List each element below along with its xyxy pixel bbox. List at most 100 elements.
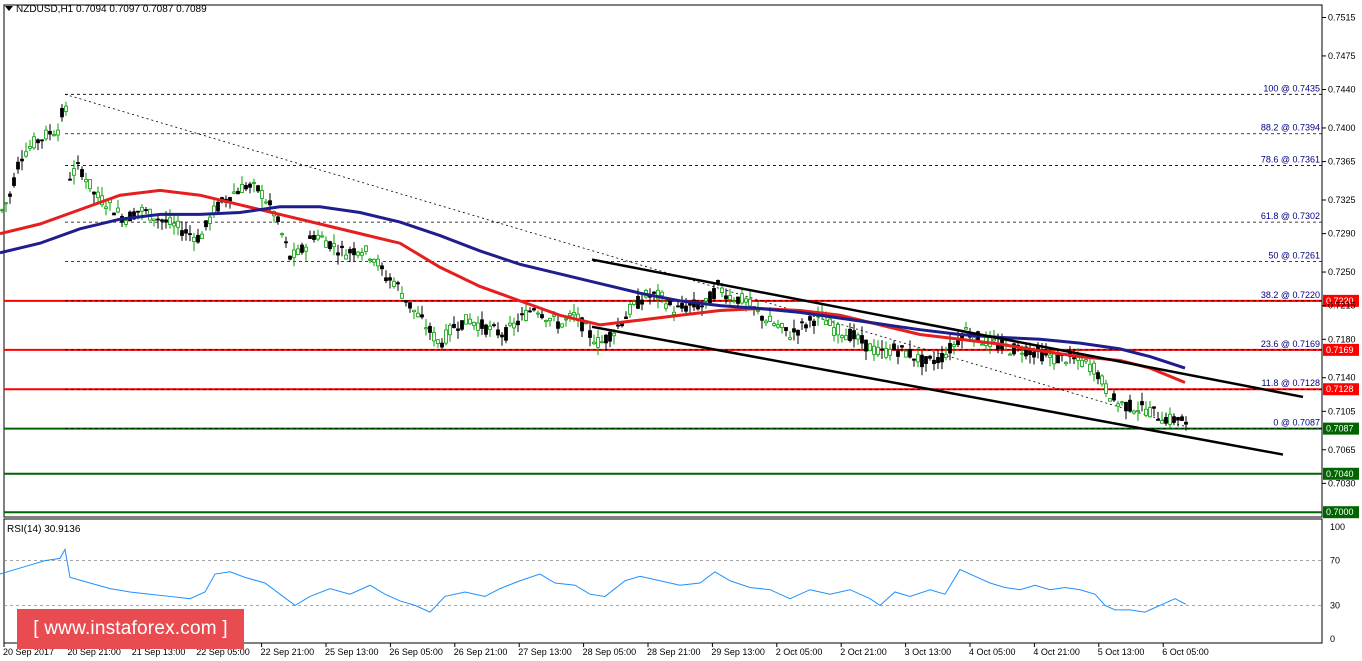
candle-body (452, 323, 456, 328)
candle-body (596, 337, 600, 348)
candle-body (908, 348, 912, 358)
fib-label: 61.8 @ 0.7302 (1261, 211, 1320, 221)
candle-body (932, 359, 936, 365)
time-tick-label: 20 Sep 21:00 (67, 647, 121, 657)
symbol-header: NZDUSD,H1 0.7094 0.7097 0.7087 0.7089 (16, 4, 207, 15)
candle-body (396, 282, 400, 285)
candle-body (668, 300, 672, 306)
candle-body (48, 130, 52, 135)
time-tick-label: 5 Oct 13:00 (1098, 647, 1145, 657)
candle-body (780, 323, 784, 328)
candle-body (440, 342, 444, 348)
candle-body (764, 320, 768, 324)
level-price-label: 0.7040 (1326, 469, 1354, 479)
candle-body (216, 201, 220, 212)
time-tick-label: 28 Sep 21:00 (647, 647, 701, 657)
candle-body (528, 310, 532, 313)
price-tick-label: 0.7250 (1328, 267, 1356, 277)
candle-body (1184, 421, 1188, 425)
candle-body (16, 161, 20, 170)
candle-body (728, 295, 732, 300)
candle-body (700, 305, 704, 308)
candle-body (420, 314, 424, 318)
candle-body (812, 320, 816, 326)
candle-body (112, 212, 116, 216)
rsi-tick-label: 30 (1330, 600, 1340, 610)
time-axis: 20 Sep 2017 20 Sep 21:00 21 Sep 13:00 22 Se… (3, 643, 1209, 657)
rsi-tick-label: 0 (1330, 634, 1335, 644)
candle-body (640, 299, 644, 305)
candle-body (20, 158, 24, 162)
dropdown-arrow-icon[interactable] (5, 6, 13, 11)
candle-body (860, 335, 864, 344)
candle-body (580, 317, 584, 332)
candle-body (428, 325, 432, 333)
time-tick-label: 20 Sep 2017 (3, 647, 54, 657)
candle-body (476, 322, 480, 331)
candle-body (124, 220, 128, 225)
candle-body (952, 344, 956, 347)
time-tick-label: 26 Sep 05:00 (389, 647, 443, 657)
candle-body (756, 309, 760, 312)
candle-body (12, 177, 16, 186)
candle-body (28, 146, 32, 149)
candle-body (1072, 357, 1076, 360)
level-price-tag (1323, 422, 1359, 435)
level-price-label: 0.7128 (1326, 384, 1354, 394)
candle-body (1120, 401, 1124, 404)
candle-body (136, 210, 140, 213)
candle-body (772, 323, 776, 326)
candle-body (208, 216, 212, 224)
candle-body (140, 206, 144, 212)
channel-lines (591, 258, 1304, 456)
candle-body (1180, 416, 1184, 421)
candle-body (524, 310, 528, 321)
candle-body (4, 202, 8, 205)
candle-body (404, 300, 408, 303)
candle-body (88, 179, 92, 190)
candle-body (280, 233, 284, 236)
candle-body (844, 334, 848, 341)
time-tick-label: 25 Sep 13:00 (325, 647, 379, 657)
candle-body (52, 134, 56, 137)
candle-body (164, 219, 168, 223)
candle-body (92, 191, 96, 195)
candle-body (712, 288, 716, 300)
level-price-tag (1323, 294, 1359, 307)
candle-body (240, 184, 244, 193)
candle-body (104, 206, 108, 210)
candle-body (336, 252, 340, 256)
candle-body (1152, 406, 1156, 409)
candle-body (176, 220, 180, 228)
rsi-pane-border (3, 518, 1323, 644)
candle-body (1132, 410, 1136, 414)
candle-body (532, 308, 536, 311)
candle-body (536, 312, 540, 315)
candle-body (940, 353, 944, 363)
fib-label: 50 @ 0.7261 (1268, 250, 1320, 260)
time-tick-label: 21 Sep 13:00 (132, 647, 186, 657)
time-tick-label: 27 Sep 13:00 (518, 647, 572, 657)
candle-body (1172, 416, 1176, 423)
price-tick-label: 0.7475 (1328, 51, 1356, 61)
candle-body (912, 358, 916, 361)
fib-label: 0 @ 0.7087 (1273, 418, 1320, 428)
candle-body (348, 249, 352, 254)
candle-body (264, 201, 268, 204)
candle-body (436, 339, 440, 345)
candle-body (152, 218, 156, 221)
price-tick-label: 0.7440 (1328, 85, 1356, 95)
level-price-label: 0.7087 (1326, 424, 1354, 434)
candle-body (1156, 418, 1160, 421)
candle-body (824, 320, 828, 326)
candle-body (172, 222, 176, 227)
candle-body (916, 354, 920, 363)
candle-body (704, 297, 708, 302)
candle-body (484, 324, 488, 335)
candle-body (304, 246, 308, 252)
candle-body (288, 255, 292, 260)
level-price-label: 0.7169 (1326, 345, 1354, 355)
candle-body (744, 298, 748, 303)
candles (0, 101, 1188, 431)
candle-body (748, 298, 752, 307)
